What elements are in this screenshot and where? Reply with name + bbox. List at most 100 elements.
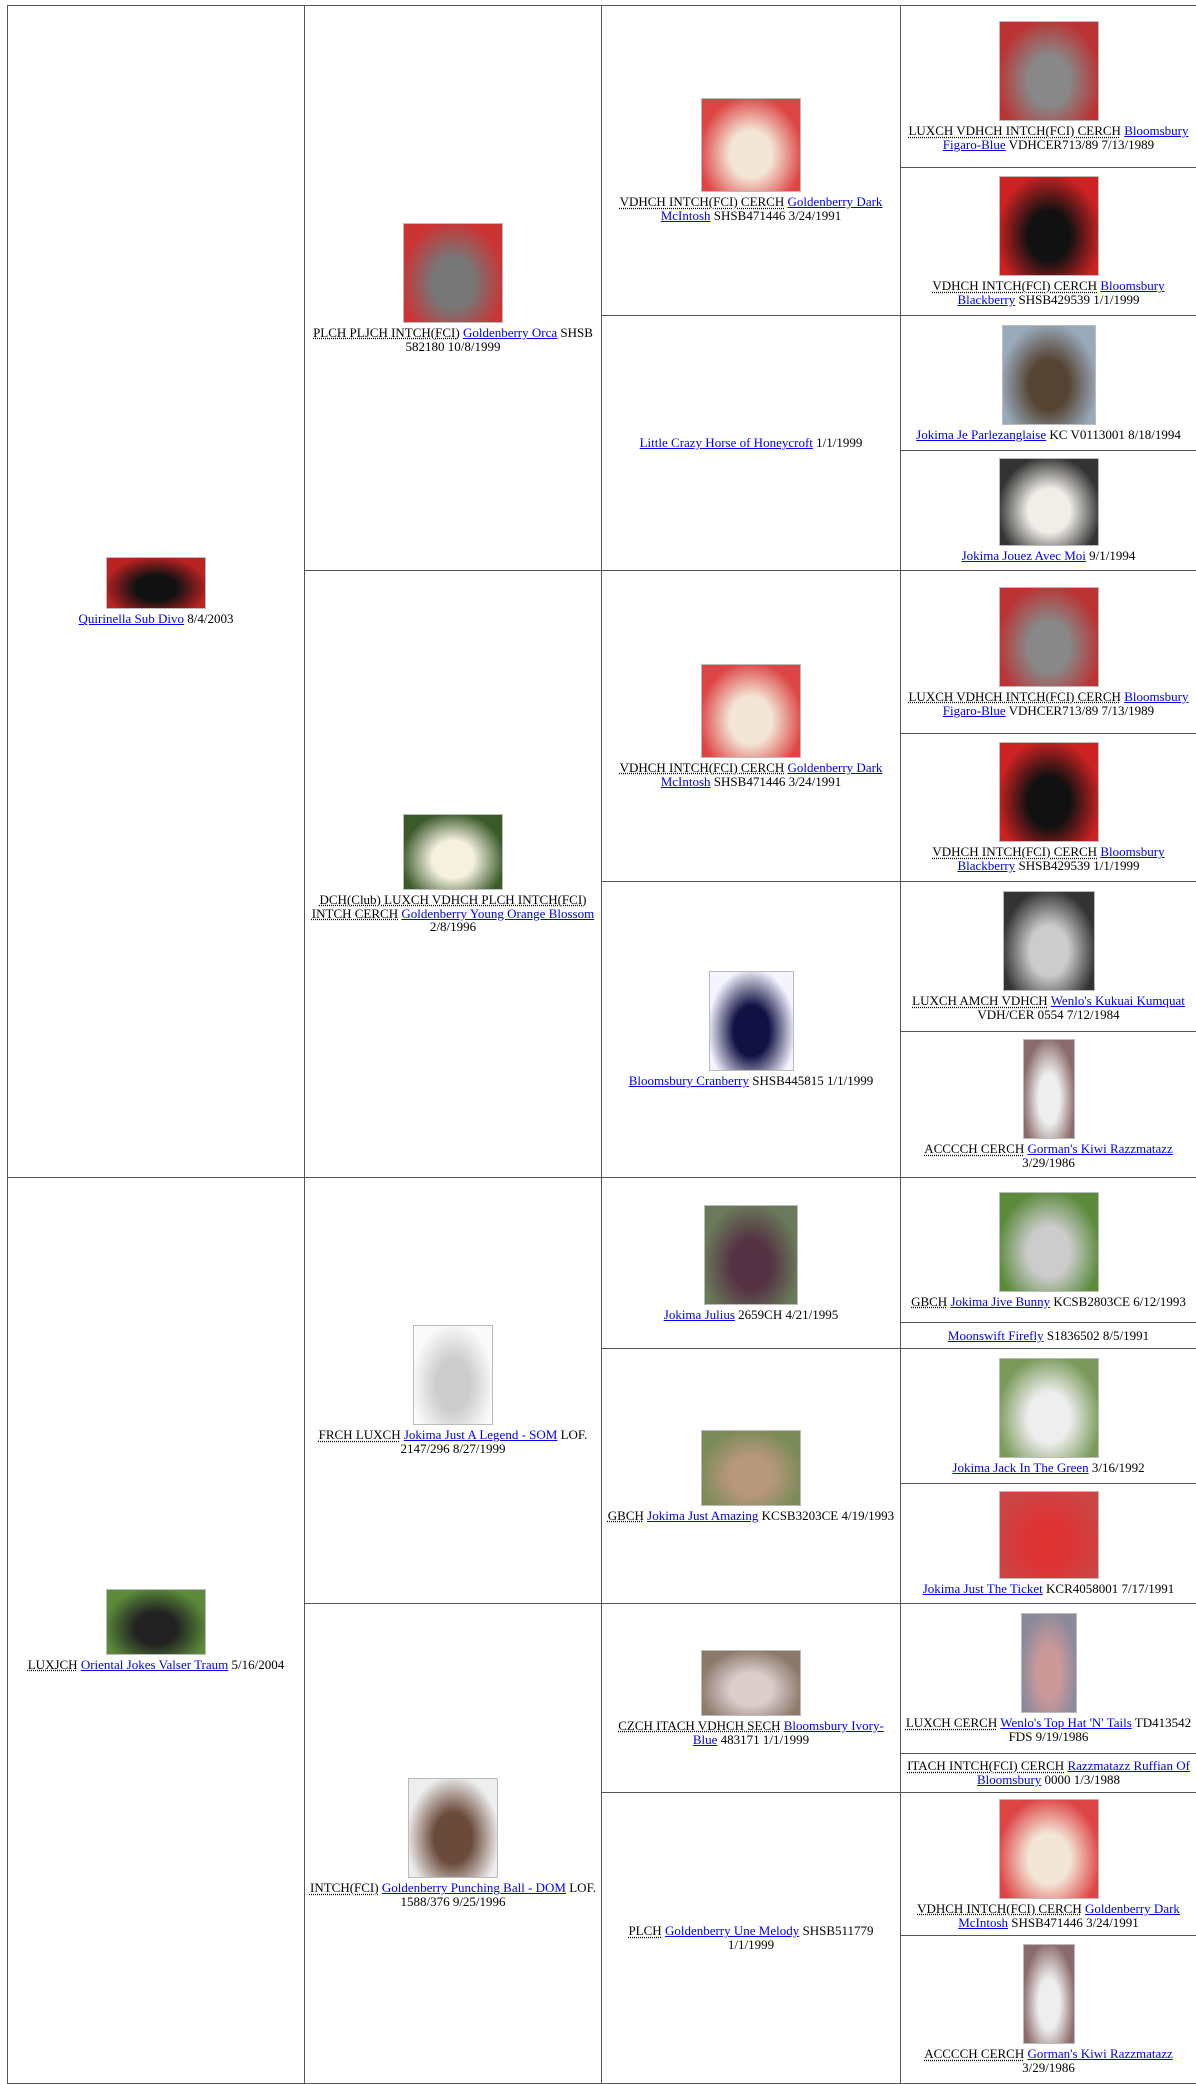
dog-photo [998,586,1099,687]
dog-text: LUXCH AMCH VDHCH Wenlo's Kukuai Kumquat … [905,994,1192,1021]
dog-text: ACCCCH CERCH Gorman's Kiwi Razzmatazz 3/… [905,2047,1192,2074]
dog-text: Bloomsbury Cranberry SHSB445815 1/1/1999 [629,1074,873,1088]
pedigree-cell: Jokima Just The Ticket KCR4058001 7/17/1… [900,1483,1196,1604]
dog-photo [403,814,503,891]
dog-titles: LUXCH VDHCH INTCH(FCI) CERCH [908,123,1121,139]
dog-info: 9/1/1994 [1089,548,1136,564]
dog-name-link[interactable]: Jokima Jouez Avec Moi [961,548,1086,564]
pedigree-cell: DCH(Club) LUXCH VDHCH PLCH INTCH(FCI) IN… [304,570,602,1178]
dog-photo [701,1429,801,1506]
pedigree-cell: PLCH Goldenberry Une Melody SHSB511779 1… [601,1792,901,2084]
dog-name-link[interactable]: Gorman's Kiwi Razzmatazz [1027,1141,1173,1157]
dog-photo [106,1589,206,1656]
dog-photo [413,1325,493,1426]
dog-name-link[interactable]: Goldenberry Dark McIntosh [660,194,883,223]
dog-text: Jokima Jouez Avec Moi 9/1/1994 [962,549,1136,563]
dog-photo [1022,1039,1075,1140]
dog-text: GBCH Jokima Jive Bunny KCSB2803CE 6/12/1… [911,1293,1186,1309]
dog-photo [998,458,1099,547]
dog-name-link[interactable]: Quirinella Sub Divo [78,611,184,627]
dog-name-link[interactable]: Goldenberry Dark McIntosh [958,1900,1180,1930]
dog-name-link[interactable]: Wenlo's Top Hat 'N' Tails [1000,1715,1132,1731]
dog-photo [998,742,1099,843]
pedigree-cell: VDHCH INTCH(FCI) CERCH Bloomsbury Blackb… [900,733,1196,882]
dog-name-link[interactable]: Bloomsbury Figaro-Blue [942,123,1189,152]
dog-info: 3/29/1986 [1022,2060,1075,2075]
dog-info: 8/4/2003 [187,611,234,627]
dog-name-link[interactable]: Gorman's Kiwi Razzmatazz [1027,2046,1173,2062]
dog-name-link[interactable]: Razzmatazz Ruffian Of Bloomsbury [976,1758,1190,1787]
dog-info: VDH/CER 0554 7/12/1984 [977,1007,1120,1022]
dog-photo [1020,1613,1077,1714]
dog-titles: VDHCH INTCH(FCI) CERCH [619,194,785,210]
dog-info: 3/16/1992 [1091,1459,1145,1475]
dog-titles: LUXCH AMCH VDHCH [912,993,1048,1009]
dog-name-link[interactable]: Little Crazy Horse of Honeycroft [639,435,813,451]
dog-text: FRCH LUXCH Jokima Just A Legend - SOM LO… [309,1428,597,1455]
dog-info: 483171 1/1/1999 [720,1731,810,1747]
dog-name-link[interactable]: Jokima Just Amazing [647,1507,759,1523]
dog-name-link[interactable]: Goldenberry Dark McIntosh [660,759,883,789]
dog-name-link[interactable]: Moonswift Firefly [947,1327,1044,1343]
dog-titles: VDHCH INTCH(FCI) CERCH [917,1900,1082,1916]
dog-titles: ACCCCH CERCH [924,1141,1025,1157]
dog-name-link[interactable]: Goldenberry Punching Ball - DOM [381,1880,566,1896]
dog-photo [408,1778,498,1879]
dog-name-link[interactable]: Jokima Julius [663,1306,735,1322]
pedigree-cell: CZCH ITACH VDHCH SECH Bloomsbury Ivory-B… [601,1603,901,1793]
dog-name-link[interactable]: Bloomsbury Blackberry [957,844,1165,873]
pedigree-cell: Moonswift Firefly S1836502 8/5/1991 [900,1322,1196,1349]
dog-name-link[interactable]: Jokima Jive Bunny [950,1293,1051,1309]
dog-name-link[interactable]: Oriental Jokes Valser Traum [80,1657,229,1673]
dog-text: Jokima Just The Ticket KCR4058001 7/17/1… [923,1582,1175,1596]
dog-name-link[interactable]: Jokima Je Parlezanglaise [916,426,1047,442]
dog-info: 1/1/1999 [816,435,863,451]
dog-text: CZCH ITACH VDHCH SECH Bloomsbury Ivory-B… [606,1719,896,1746]
dog-titles: DCH(Club) LUXCH VDHCH PLCH INTCH(FCI) IN… [311,892,587,921]
dog-titles: VDHCH INTCH(FCI) CERCH [932,844,1098,860]
dog-info: VDHCER713/89 7/13/1989 [1008,702,1155,718]
dog-text: ACCCCH CERCH Gorman's Kiwi Razzmatazz 3/… [905,1142,1192,1169]
dog-name-link[interactable]: Bloomsbury Cranberry [628,1073,749,1089]
dog-info: SHSB471446 3/24/1991 [1011,1914,1139,1930]
dog-titles: ITACH INTCH(FCI) CERCH [907,1758,1065,1774]
dog-name-link[interactable]: Bloomsbury Blackberry [957,278,1165,307]
pedigree-cell: GBCH Jokima Jive Bunny KCSB2803CE 6/12/1… [900,1177,1196,1323]
dog-photo [701,663,801,758]
dog-name-link[interactable]: Goldenberry Une Melody [664,1923,800,1939]
dog-text: ITACH INTCH(FCI) CERCH Razzmatazz Ruffia… [905,1759,1192,1786]
dog-titles: GBCH [607,1507,644,1523]
pedigree-cell: VDHCH INTCH(FCI) CERCH Goldenberry Dark … [601,570,901,882]
dog-name-link[interactable]: Bloomsbury Ivory-Blue [692,1717,884,1747]
dog-name-link[interactable]: Jokima Just A Legend - SOM [403,1427,558,1443]
dog-titles: LUXCH CERCH [905,1715,998,1731]
dog-photo [998,176,1099,277]
pedigree-cell: Jokima Je Parlezanglaise KC V0113001 8/1… [900,315,1196,451]
dog-photo [701,98,801,193]
dog-text: VDHCH INTCH(FCI) CERCH Goldenberry Dark … [606,195,896,222]
pedigree-cell: INTCH(FCI) Goldenberry Punching Ball - D… [304,1603,602,2084]
pedigree-cell: ITACH INTCH(FCI) CERCH Razzmatazz Ruffia… [900,1753,1196,1793]
dog-name-link[interactable]: Jokima Jack In The Green [952,1459,1089,1475]
dog-name-link[interactable]: Goldenberry Orca [462,324,558,340]
dog-name-link[interactable]: Jokima Just The Ticket [922,1581,1043,1597]
dog-photo [704,1204,798,1305]
dog-name-link[interactable]: Goldenberry Young Orange Blossom [401,905,595,921]
dog-titles: INTCH(FCI) [309,1880,379,1896]
dog-text: PLCH PLJCH INTCH(FCI) Goldenberry Orca S… [309,326,597,353]
dog-text: PLCH Goldenberry Une Melody SHSB511779 1… [606,1924,896,1951]
dog-titles: LUXJCH [27,1657,78,1673]
dog-photo [998,1191,1099,1292]
dog-photo [998,1491,1099,1580]
dog-photo [1002,891,1095,992]
dog-photo [708,971,794,1072]
dog-photo [998,21,1099,122]
dog-name-link[interactable]: Bloomsbury Figaro-Blue [942,688,1189,718]
dog-photo [998,1357,1099,1458]
dog-text: Little Crazy Horse of Honeycroft 1/1/199… [640,436,863,450]
pedigree-cell: LUXCH AMCH VDHCH Wenlo's Kukuai Kumquat … [900,881,1196,1032]
dog-name-link[interactable]: Wenlo's Kukuai Kumquat [1050,993,1185,1009]
dog-text: VDHCH INTCH(FCI) CERCH Goldenberry Dark … [905,1902,1192,1929]
dog-info: KCR4058001 7/17/1991 [1046,1581,1175,1597]
